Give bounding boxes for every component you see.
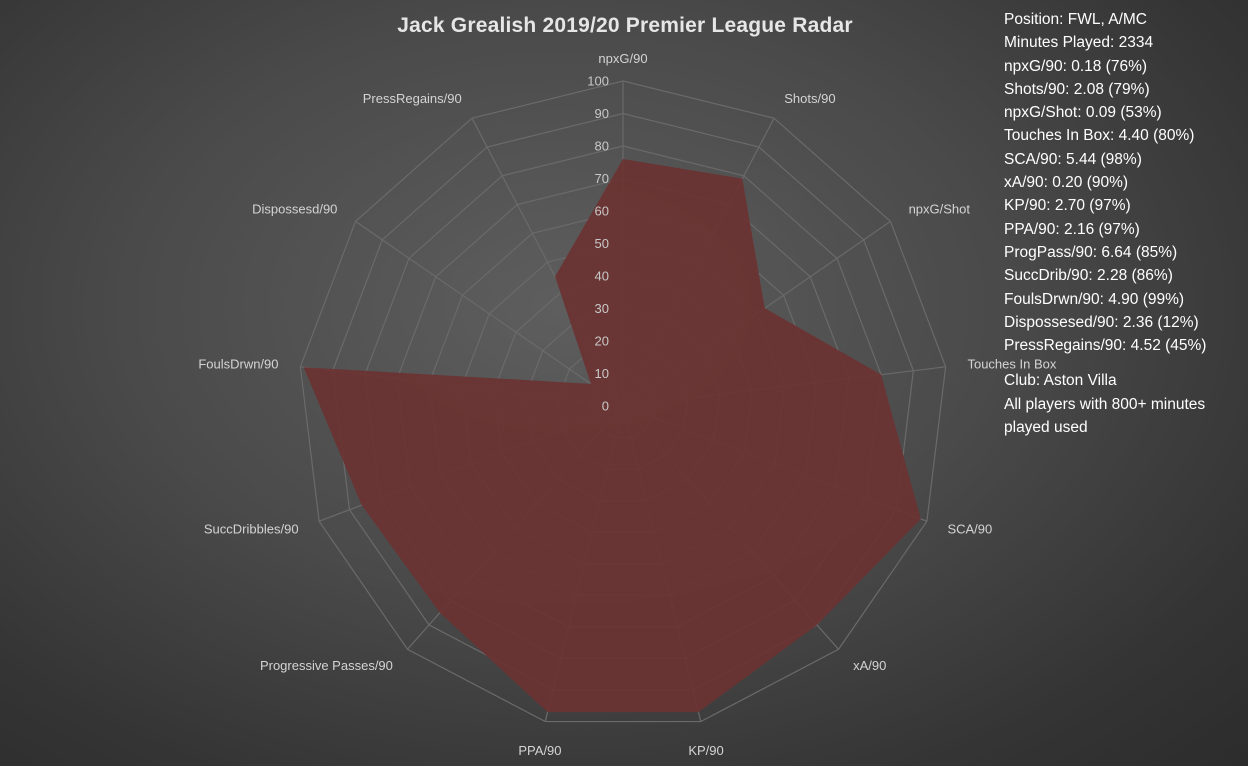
tick-label: 50 (595, 236, 609, 251)
axis-label: SCA/90 (947, 522, 992, 537)
stat-line: ProgPass/90: 6.64 (85%) (1004, 243, 1178, 261)
stat-line: SCA/90: 5.44 (98%) (1004, 150, 1142, 168)
axis-label: KP/90 (688, 743, 723, 758)
series-polygon (303, 159, 921, 713)
stats-list: Position: FWL, A/MC Minutes Played: 2334 n… (1004, 8, 1244, 357)
stat-line: npxG/Shot: 0.09 (53%) (1004, 104, 1162, 122)
stat-line: KP/90: 2.70 (97%) (1004, 197, 1131, 215)
axis-label: npxG/Shot (909, 201, 971, 216)
axis-labels: npxG/90 Shots/90 npxG/Shot Touches In Box SC… (198, 51, 1057, 758)
axis-label: Dispossesd/90 (252, 201, 337, 216)
tick-label: 100 (587, 74, 609, 89)
stat-line: Touches In Box: 4.40 (80%) (1004, 127, 1195, 145)
grid-ring (299, 80, 947, 723)
tick-label: 40 (595, 269, 609, 284)
stat-line: SuccDrib/90: 2.28 (86%) (1004, 267, 1173, 285)
chart-title: Jack Grealish 2019/20 Premier League Rad… (397, 14, 853, 37)
stat-line: Dispossesed/90: 2.36 (12%) (1004, 313, 1199, 331)
axis-label: Shots/90 (784, 91, 835, 106)
tick-label: 0 (602, 399, 609, 414)
radar-series (303, 158, 921, 713)
axis-label: npxG/90 (598, 51, 647, 66)
radial-tick-labels: 0 10 20 30 40 50 60 70 80 90 100 (587, 74, 609, 414)
stat-line: npxG/90: 0.18 (76%) (1004, 57, 1148, 75)
tick-label: 20 (595, 334, 609, 349)
axis-label: PressRegains/90 (363, 91, 462, 106)
tick-label: 60 (595, 204, 609, 219)
stat-line: xA/90: 0.20 (90%) (1004, 174, 1129, 192)
stat-line: FoulsDrwn/90: 4.90 (99%) (1004, 290, 1185, 308)
axis-label: SuccDribbles/90 (204, 522, 299, 537)
stat-line: PPA/90: 2.16 (97%) (1004, 220, 1140, 238)
stat-line: Position: FWL, A/MC (1004, 11, 1147, 28)
tick-label: 10 (595, 366, 609, 381)
tick-label: 70 (595, 171, 609, 186)
axis-label: xA/90 (853, 658, 886, 673)
stat-line: Shots/90: 2.08 (79%) (1004, 80, 1150, 98)
tick-label: 90 (595, 106, 609, 121)
stat-line: Minutes Played: 2334 (1004, 34, 1154, 52)
sample-note: All players with 800+ minutes played use… (1004, 395, 1206, 437)
tick-label: 30 (595, 301, 609, 316)
stat-line: PressRegains/90: 4.52 (45%) (1004, 337, 1207, 355)
stats-panel: Position: FWL, A/MC Minutes Played: 2334 n… (1004, 8, 1244, 439)
axis-label: PPA/90 (518, 743, 561, 758)
axis-label: Touches In Box (967, 357, 1056, 372)
axis-label: FoulsDrwn/90 (198, 357, 278, 372)
grid-spoke (355, 220, 624, 407)
club-label: Club: Aston Villa (1004, 372, 1117, 390)
tick-label: 80 (595, 139, 609, 154)
axis-label: Progressive Passes/90 (260, 658, 393, 673)
